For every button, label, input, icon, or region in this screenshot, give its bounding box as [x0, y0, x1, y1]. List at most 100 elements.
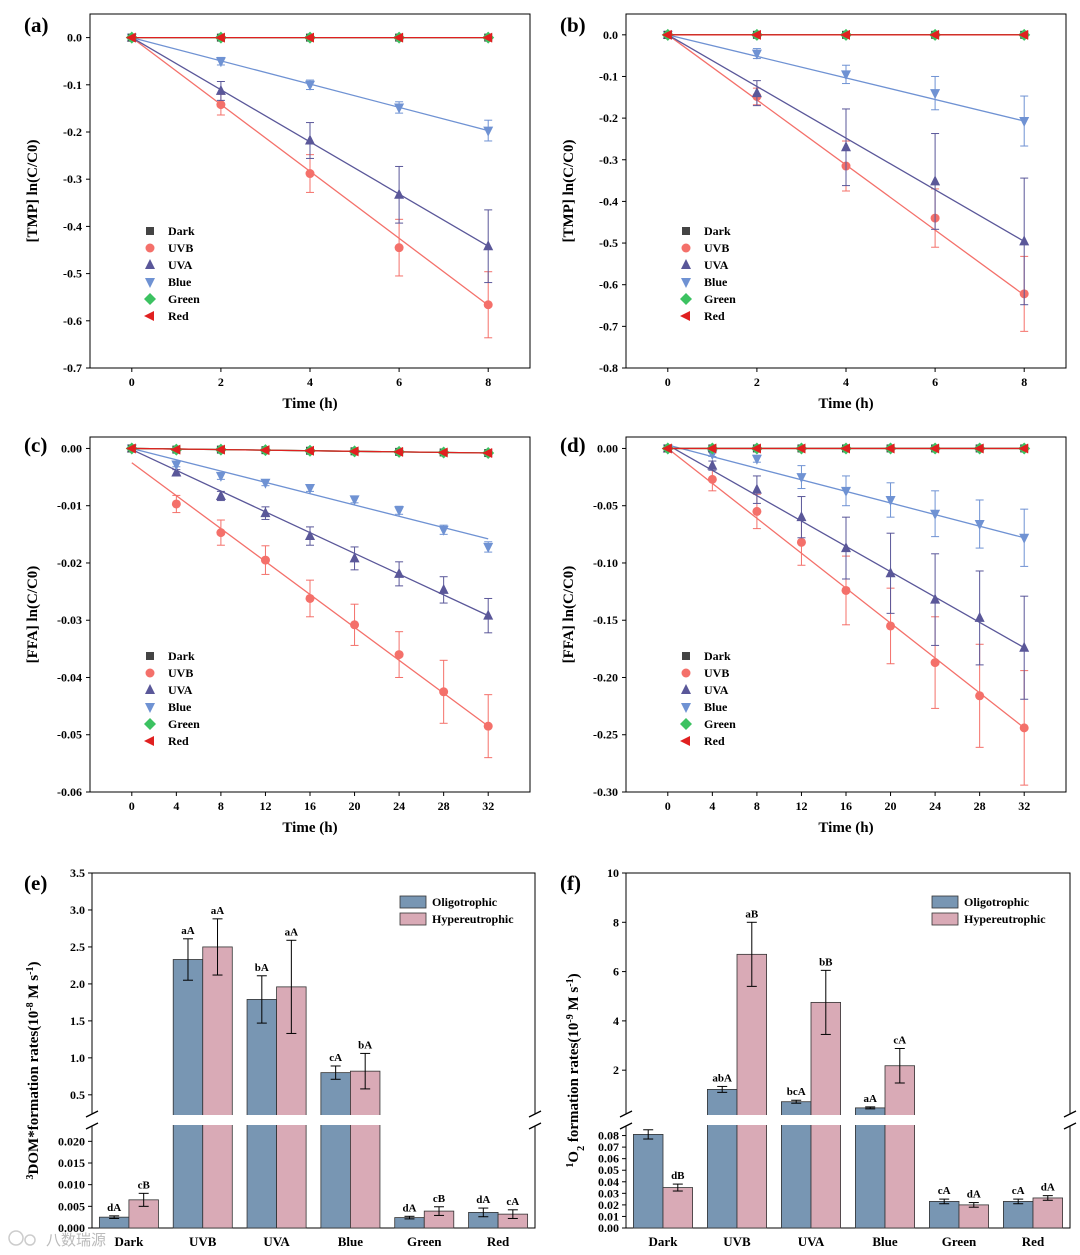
category-label: Red [1022, 1234, 1045, 1249]
data-point-uva [215, 84, 226, 95]
legend-label-uva: UVA [168, 683, 193, 697]
data-point-red [214, 32, 225, 43]
legend-marker-dark [682, 652, 690, 660]
y-tick-label: 0.04 [598, 1175, 619, 1189]
x-tick-label: 2 [218, 375, 224, 389]
axis-break-band [86, 1115, 541, 1125]
y-tick-label: -0.2 [599, 111, 618, 125]
data-point-uvb [1019, 723, 1029, 733]
y-tick-label: 2.5 [70, 940, 85, 954]
data-point-red [750, 443, 761, 454]
data-point-uvb [305, 593, 315, 603]
x-tick-label: 8 [218, 799, 224, 813]
bar-base-hypereutrophic-blue [884, 1121, 916, 1229]
y-tick-label: -0.5 [599, 236, 618, 250]
legend-label-uva: UVA [704, 683, 729, 697]
y-tick-label: -0.05 [593, 499, 618, 513]
legend-label-red: Red [168, 734, 189, 748]
bar-base-hypereutrophic-uvb [202, 1121, 233, 1229]
data-point-blue [394, 506, 405, 517]
x-tick-label: 28 [438, 799, 450, 813]
axis-break-mark [1063, 1110, 1077, 1118]
axis-break-mark [619, 1110, 633, 1118]
data-point-uva [349, 552, 360, 563]
data-point-uva [974, 611, 985, 622]
legend-marker-blue [681, 703, 691, 713]
bar-base-oligotrophic-blue [320, 1121, 351, 1229]
data-point-blue [349, 495, 360, 506]
data-point-red [661, 443, 672, 454]
bar-significance-label: cA [938, 1185, 951, 1197]
data-point-blue [751, 454, 762, 465]
legend-label-red: Red [704, 734, 725, 748]
category-label: UVA [798, 1234, 825, 1249]
bar-base-oligotrophic-uva [781, 1121, 812, 1229]
y-tick-label: 0.0 [67, 31, 82, 45]
data-point-blue [215, 471, 226, 482]
y-tick-label: -0.03 [57, 613, 82, 627]
category-label: Dark [649, 1234, 679, 1249]
data-point-uvb [216, 528, 226, 538]
data-point-blue [483, 126, 494, 137]
legend-marker-uva [145, 684, 155, 694]
legend-marker-red [144, 311, 154, 321]
y-tick-label: -0.25 [593, 728, 618, 742]
data-point-uva [796, 511, 807, 522]
x-tick-label: 0 [665, 799, 671, 813]
y-tick-label: -0.02 [57, 556, 82, 570]
data-point-uva [885, 567, 896, 578]
lower-frame [625, 1126, 1071, 1229]
category-label: Green [407, 1234, 442, 1249]
bar-hypereutrophic-green [958, 1204, 990, 1229]
y-tick-label: -0.6 [63, 314, 82, 328]
bar-oligotrophic-green [929, 1201, 960, 1229]
y-tick-label: 10 [607, 866, 619, 880]
x-tick-label: 6 [932, 375, 938, 389]
axis-break-mark [619, 1122, 633, 1130]
panel-c-letter: (c) [24, 433, 47, 457]
category-label: Blue [872, 1234, 898, 1249]
legend-marker-dark [682, 227, 690, 235]
legend-marker-green [680, 293, 692, 305]
y-tick-label: -0.6 [599, 278, 618, 292]
y-tick-label: -0.10 [593, 556, 618, 570]
data-point-uvb [305, 169, 315, 179]
legend-label-uvb: UVB [704, 241, 729, 255]
legend-label-red: Red [704, 309, 725, 323]
data-point-blue [930, 89, 941, 100]
data-point-blue [885, 495, 896, 506]
y-tick-label: 2.0 [70, 977, 85, 991]
x-tick-label: 8 [1021, 375, 1027, 389]
data-point-uva [707, 459, 718, 470]
data-point-uvb [171, 499, 181, 509]
x-tick-label: 0 [665, 375, 671, 389]
data-point-red [929, 29, 940, 40]
data-point-uvb [975, 691, 985, 701]
y-tick-label: -0.1 [63, 78, 82, 92]
bar-base-oligotrophic-blue [855, 1121, 886, 1229]
bar-hypereutrophic-red [1032, 1197, 1064, 1229]
y-tick-label: 0.08 [598, 1129, 619, 1143]
data-point-blue [305, 80, 315, 91]
chart-f: cA dB Dark abA aB UVB bcA bB UVA aA cA Blue cA dA Gree… [565, 866, 1077, 1249]
data-point-red [214, 444, 225, 455]
y-tick-label: -0.5 [63, 267, 82, 281]
bar-hypereutrophic-uvb [202, 946, 233, 1120]
bar-significance-label: aB [745, 908, 759, 920]
data-point-red [482, 448, 493, 459]
y-tick-label: -0.1 [599, 69, 618, 83]
legend-marker-blue [681, 278, 691, 288]
x-tick-label: 2 [754, 375, 760, 389]
legend-marker-green [680, 718, 692, 730]
legend-marker-uvb [681, 668, 691, 678]
x-tick-label: 28 [974, 799, 986, 813]
chart-d: 0 4 8 12 16 20 24 28 32 0.00 -0.05 -0.10 -0.15 -0.20 -… [561, 436, 1067, 836]
x-axis-title: Time (h) [818, 820, 873, 836]
y-tick-label: 6 [613, 965, 619, 979]
bar-significance-label: cB [433, 1193, 446, 1205]
y-tick-label: 0.015 [58, 1156, 85, 1170]
y-tick-label: -0.30 [593, 785, 618, 799]
data-point-red [1018, 29, 1029, 40]
axis-break-mark [528, 1110, 542, 1118]
data-point-uva [751, 483, 762, 494]
